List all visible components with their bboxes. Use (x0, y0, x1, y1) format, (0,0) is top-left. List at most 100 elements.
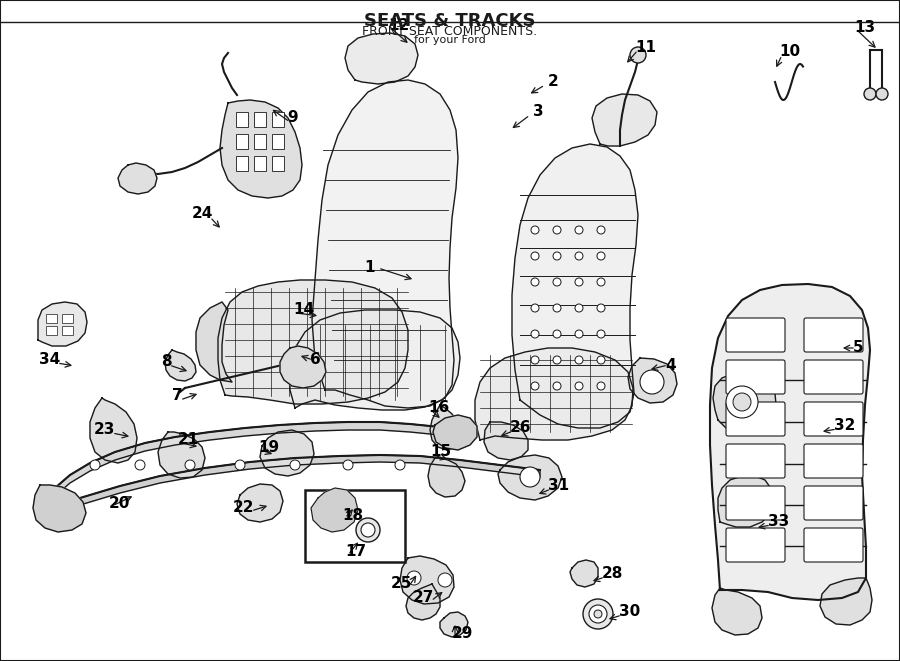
Polygon shape (475, 348, 633, 440)
Circle shape (135, 460, 145, 470)
Text: 26: 26 (510, 420, 532, 436)
Polygon shape (433, 415, 477, 450)
Bar (272, 112, 284, 127)
Text: 19: 19 (258, 440, 279, 455)
Polygon shape (713, 373, 776, 431)
Circle shape (594, 610, 602, 618)
Polygon shape (592, 94, 657, 146)
Polygon shape (718, 476, 773, 527)
Bar (236, 112, 248, 127)
Circle shape (553, 304, 561, 312)
Text: 4: 4 (665, 358, 676, 373)
Text: 27: 27 (412, 590, 434, 605)
Bar (46, 326, 57, 335)
Text: 16: 16 (428, 399, 449, 414)
Polygon shape (158, 432, 205, 478)
Circle shape (864, 88, 876, 100)
Circle shape (235, 460, 245, 470)
Circle shape (597, 330, 605, 338)
Text: 10: 10 (779, 44, 800, 59)
Text: 29: 29 (452, 627, 473, 641)
Text: 31: 31 (548, 479, 569, 494)
Polygon shape (440, 612, 468, 637)
Text: 28: 28 (602, 566, 624, 582)
Circle shape (553, 278, 561, 286)
FancyBboxPatch shape (726, 402, 785, 436)
Text: FRONT SEAT COMPONENTS.: FRONT SEAT COMPONENTS. (363, 25, 537, 38)
Polygon shape (820, 578, 872, 625)
FancyBboxPatch shape (804, 318, 863, 352)
Bar (62, 314, 73, 323)
Circle shape (575, 278, 583, 286)
FancyBboxPatch shape (726, 528, 785, 562)
Text: 18: 18 (342, 508, 363, 522)
Circle shape (90, 460, 100, 470)
Polygon shape (311, 488, 358, 532)
Polygon shape (218, 280, 408, 404)
Polygon shape (570, 560, 598, 587)
Circle shape (583, 599, 613, 629)
Polygon shape (430, 405, 462, 450)
Circle shape (290, 460, 300, 470)
Bar (62, 326, 73, 335)
Circle shape (553, 226, 561, 234)
Polygon shape (33, 485, 86, 532)
Circle shape (597, 382, 605, 390)
Circle shape (597, 356, 605, 364)
Text: 9: 9 (287, 110, 298, 126)
Bar (272, 134, 284, 149)
FancyBboxPatch shape (804, 402, 863, 436)
Polygon shape (628, 358, 677, 403)
Text: 23: 23 (94, 422, 115, 438)
Text: 13: 13 (854, 20, 875, 34)
Polygon shape (118, 163, 157, 194)
Circle shape (876, 88, 888, 100)
Bar (254, 156, 266, 171)
Text: 20: 20 (109, 496, 130, 510)
Circle shape (531, 304, 539, 312)
Circle shape (553, 382, 561, 390)
Circle shape (531, 356, 539, 364)
Circle shape (361, 523, 375, 537)
Text: 7: 7 (173, 389, 183, 403)
Text: 17: 17 (345, 545, 366, 559)
Circle shape (520, 467, 540, 487)
FancyBboxPatch shape (726, 318, 785, 352)
Circle shape (597, 226, 605, 234)
FancyBboxPatch shape (726, 360, 785, 394)
Circle shape (589, 605, 607, 623)
Circle shape (407, 571, 421, 585)
FancyBboxPatch shape (804, 486, 863, 520)
Polygon shape (428, 458, 465, 497)
Circle shape (575, 382, 583, 390)
Circle shape (531, 226, 539, 234)
Polygon shape (237, 484, 283, 522)
Polygon shape (260, 430, 314, 476)
Circle shape (575, 252, 583, 260)
Circle shape (597, 278, 605, 286)
Polygon shape (498, 455, 562, 500)
Circle shape (185, 460, 195, 470)
Circle shape (531, 382, 539, 390)
FancyBboxPatch shape (726, 486, 785, 520)
Polygon shape (90, 398, 137, 463)
Text: 14: 14 (293, 303, 314, 317)
Polygon shape (400, 556, 454, 604)
Polygon shape (196, 302, 232, 382)
Text: 34: 34 (39, 352, 60, 368)
Polygon shape (220, 100, 302, 198)
Bar (305, 490, 405, 562)
Polygon shape (165, 350, 196, 381)
Polygon shape (290, 310, 460, 410)
Circle shape (575, 330, 583, 338)
Bar (254, 112, 266, 127)
Text: 33: 33 (768, 514, 789, 529)
Bar (46, 314, 57, 323)
Bar (236, 156, 248, 171)
Text: 11: 11 (635, 40, 656, 54)
Circle shape (726, 386, 758, 418)
FancyBboxPatch shape (804, 444, 863, 478)
Circle shape (343, 460, 353, 470)
FancyBboxPatch shape (804, 360, 863, 394)
Polygon shape (712, 588, 762, 635)
